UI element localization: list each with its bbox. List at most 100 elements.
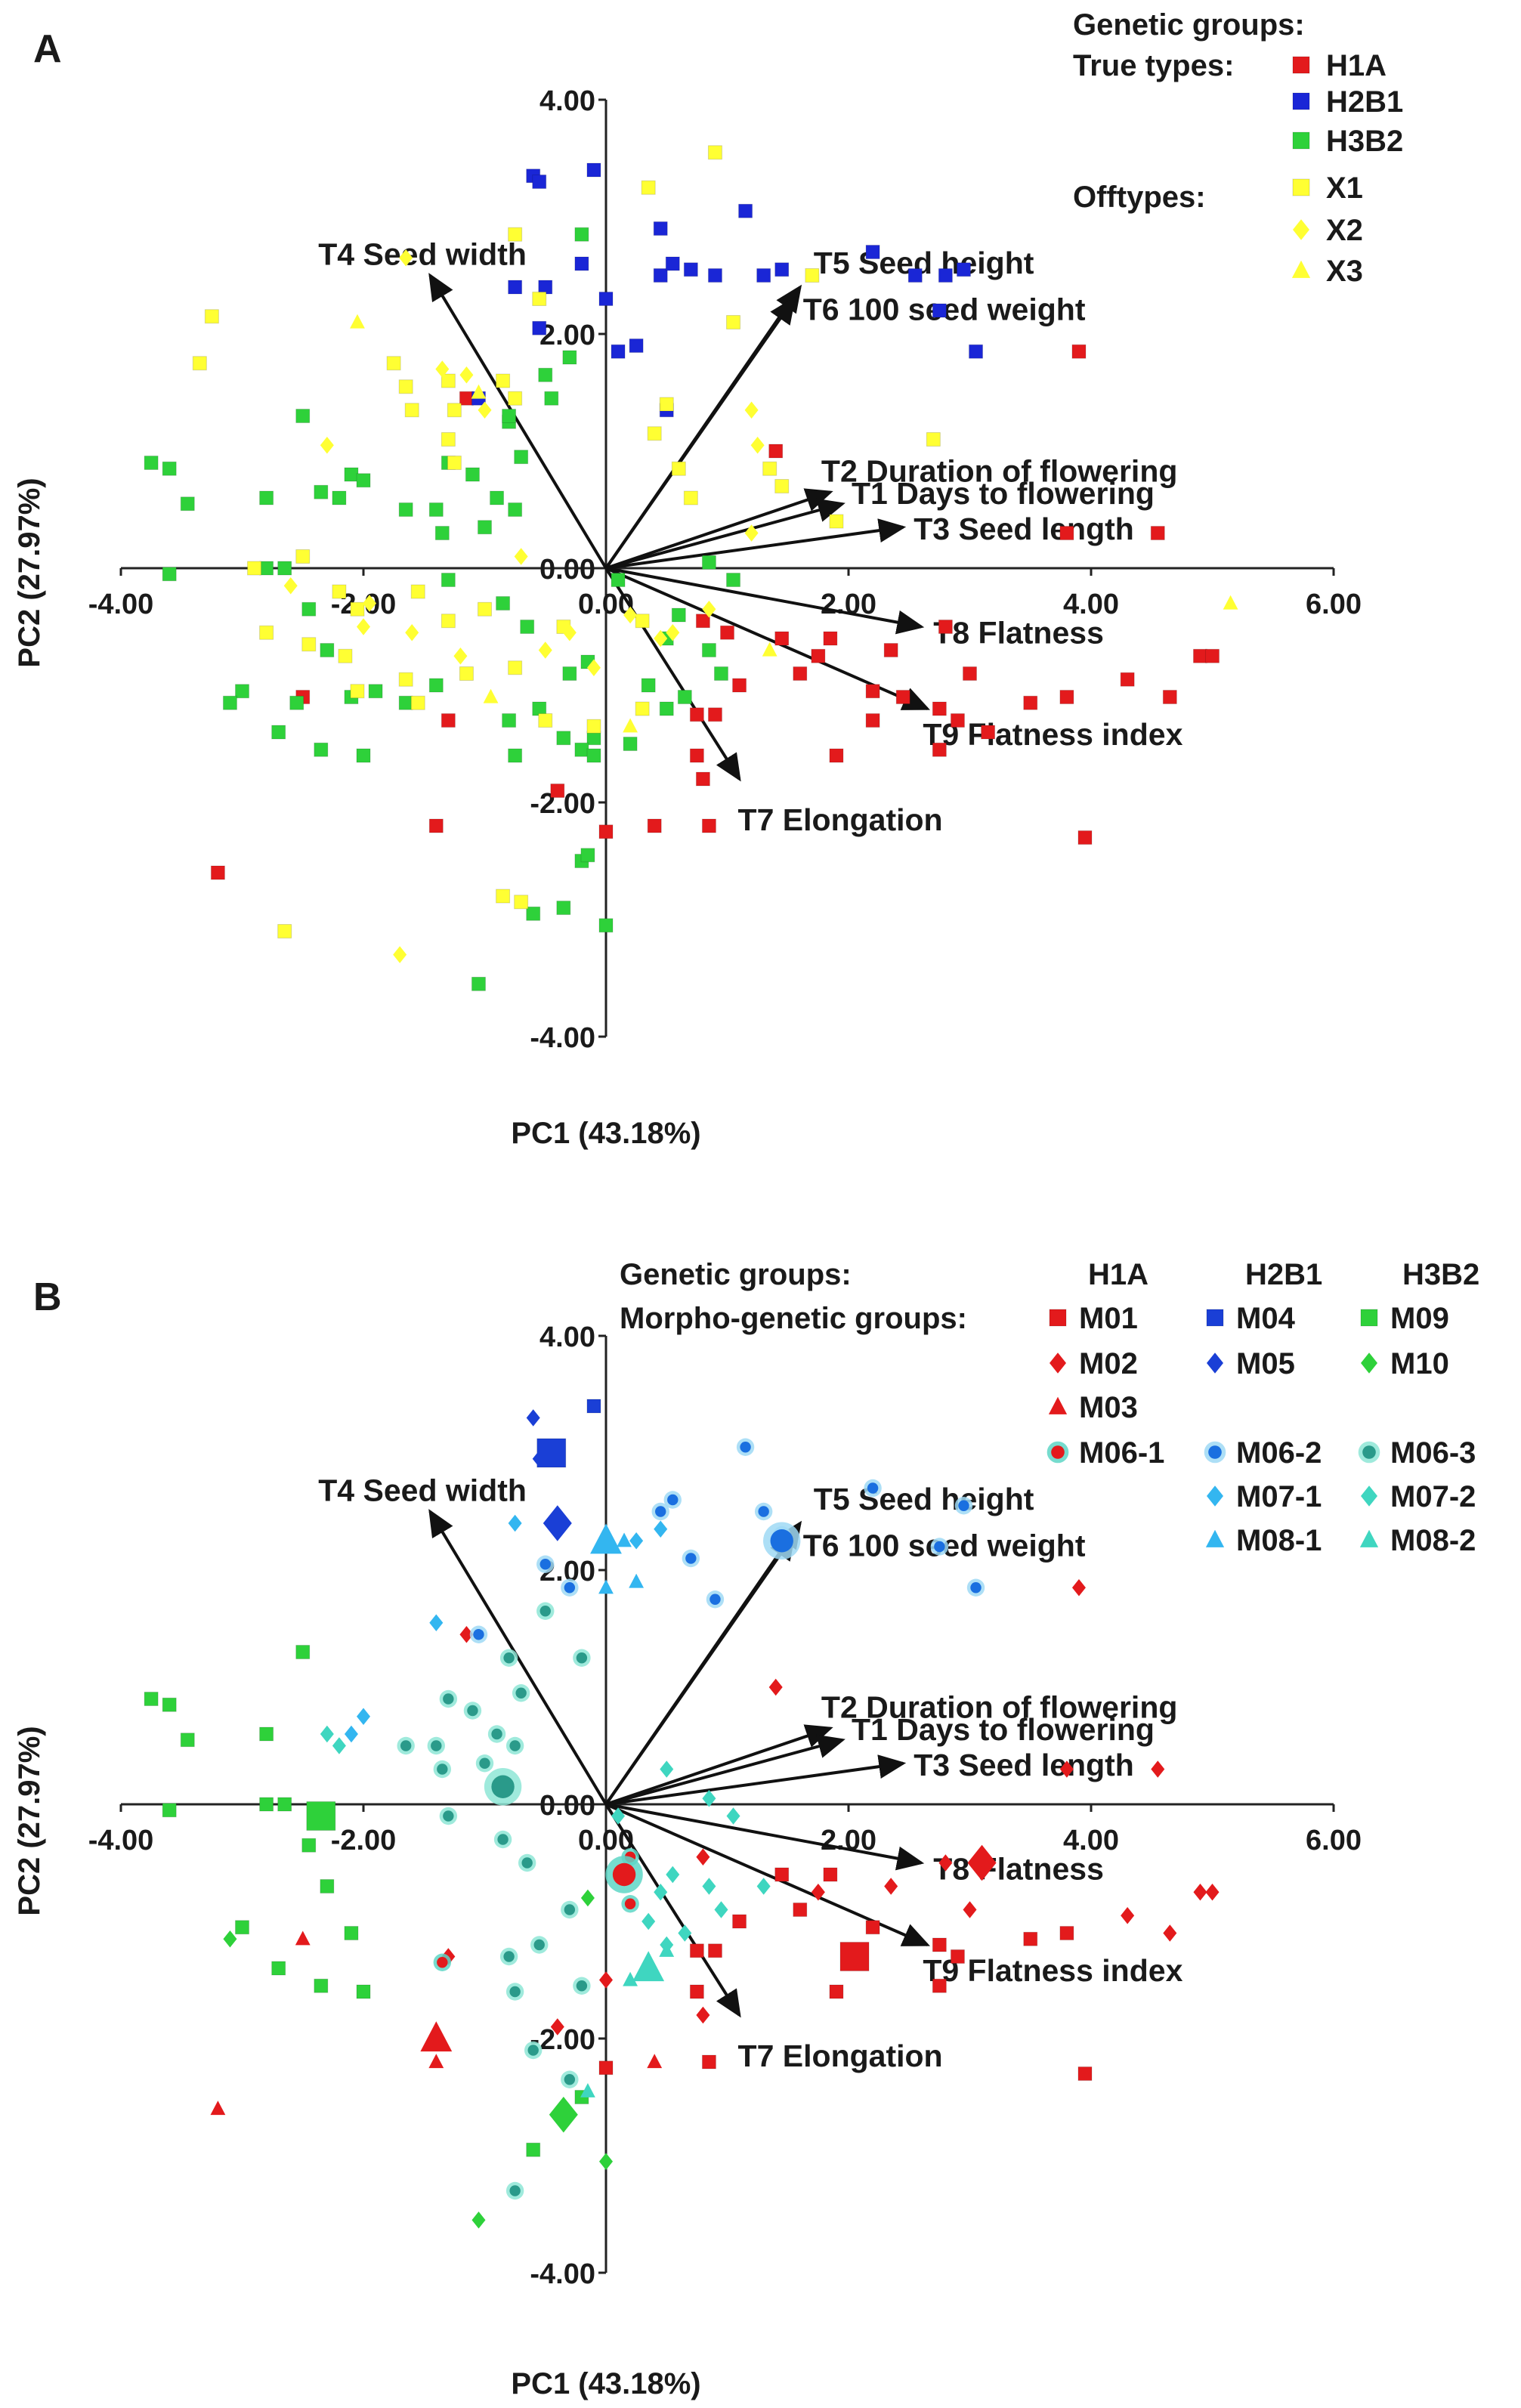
panel-b-vector-t4-seed-width	[428, 1509, 607, 1806]
panel-b-legend-marker-m06-3	[1362, 1445, 1376, 1459]
panel-a-point-h3b2	[520, 620, 535, 634]
panel-a-point-h3b2	[295, 409, 311, 423]
panel-b-legend-marker-m09	[1360, 1309, 1378, 1327]
panel-b-legend-item-m02: M02	[1050, 1347, 1138, 1380]
panel-b-point-m08-2	[623, 1971, 638, 1986]
panel-b-point-m06-3	[509, 2185, 521, 2196]
panel-b-point-m02	[811, 1884, 825, 1901]
panel-a-legend-item-h2b1: H2B1	[1292, 85, 1403, 119]
panel-b-point-m09	[162, 1803, 177, 1818]
panel-b-point-m07-2	[660, 1760, 674, 1778]
panel-b-point-m07-2	[702, 1790, 716, 1807]
panel-a-point-x1	[762, 461, 778, 476]
panel-b-legend-marker-m06-1	[1051, 1445, 1065, 1459]
panel-a-point-h3b2	[271, 725, 286, 740]
panel-a-point-x1	[259, 625, 274, 640]
panel-a-point-x2	[744, 524, 759, 542]
panel-a-point-h1a	[441, 713, 456, 728]
panel-b-point-m05	[526, 1409, 540, 1427]
panel-a-point-x1	[447, 456, 462, 470]
panel-a-point-x3	[350, 314, 365, 329]
panel-b-point-m01	[932, 1978, 947, 1993]
panel-a-point-x1	[538, 713, 553, 728]
panel-a-point-x3	[762, 641, 778, 657]
panel-a-vector-t6-100-seed-weight	[604, 296, 796, 570]
panel-a-legend: Genetic groups: True types: Offtypes: H1…	[1073, 8, 1403, 288]
panel-a-point-h1a	[210, 865, 225, 880]
panel-b-point-m06-2	[564, 1582, 576, 1593]
panel-a-point-h2b1	[574, 256, 589, 271]
panel-a-point-h1a	[811, 648, 826, 663]
panel-b-vector-t2-duration-of-flowering	[605, 1724, 833, 1806]
panel-a-point-h1a	[938, 620, 953, 634]
panel-a-vector-t2-duration-of-flowering	[605, 488, 833, 570]
panel-b-legend-marker-m05	[1207, 1352, 1223, 1374]
panel-a-point-h3b2	[320, 643, 335, 657]
panel-b-point-m03	[210, 2100, 226, 2116]
panel-b-point-m08-1	[617, 1532, 632, 1547]
panel-a-point-h2b1	[707, 268, 722, 283]
panel-a-x-tick-label: 2.00	[821, 589, 876, 620]
panel-a-point-h3b2	[222, 695, 237, 710]
panel-a-point-h1a	[1150, 526, 1165, 540]
panel-b-point-m01	[829, 1984, 844, 1999]
panel-a-point-x2	[453, 648, 468, 665]
panel-b-point-m09	[314, 1978, 329, 1993]
panel-a-point-h1a	[598, 824, 614, 839]
panel-a-point-h3b2	[544, 391, 559, 406]
panel-a-legend-label-h1a: H1A	[1326, 49, 1387, 82]
panel-a-point-x1	[496, 373, 511, 388]
panel-a-point-h1a	[550, 784, 565, 798]
panel-b-point-m06-3	[479, 1757, 490, 1769]
panel-b-point-m02	[1121, 1907, 1135, 1924]
panel-b-point-m07-1	[357, 1708, 370, 1725]
panel-a-point-h3b2	[502, 409, 517, 423]
panel-a-point-x1	[204, 309, 219, 324]
panel-a-point-x1	[647, 426, 662, 441]
panel-b-point-m01	[774, 1867, 790, 1882]
panel-a-point-h3b2	[314, 742, 329, 757]
panel-a-point-h2b1	[611, 344, 626, 359]
panel-b-point-m01	[689, 1984, 704, 1999]
panel-b-centroid-m06-1	[612, 1862, 636, 1887]
panel-a-point-x1	[350, 684, 365, 699]
panel-a-point-h2b1	[938, 268, 953, 283]
panel-b-series-m08-2	[580, 1942, 675, 2097]
panel-a-point-x1	[805, 268, 820, 283]
panel-b-point-m09	[344, 1926, 359, 1940]
panel-b-point-m06-3	[521, 1857, 533, 1869]
panel-b-point-m06-3	[400, 1740, 412, 1751]
panel-b-point-m09	[526, 2142, 541, 2157]
panel-b-point-m02	[938, 1854, 953, 1872]
panel-a-point-x1	[496, 889, 511, 904]
panel-b-legend-label-m05: M05	[1236, 1347, 1295, 1380]
panel-b-legend-marker-m08-1	[1205, 1529, 1225, 1547]
panel-a-point-h3b2	[428, 502, 444, 517]
panel-b-point-m06-3	[443, 1810, 454, 1822]
panel-a-point-x1	[478, 601, 492, 617]
panel-b-point-m01	[732, 1914, 747, 1929]
panel-b-point-m06-2	[934, 1541, 945, 1553]
panel-b-point-m01	[865, 1920, 880, 1935]
panel-b-point-m06-2	[655, 1506, 666, 1517]
panel-b-centroid-m10	[549, 2097, 578, 2133]
panel-a-point-h3b2	[465, 467, 480, 482]
panel-a-point-h1a	[932, 701, 947, 716]
panel-b-series-m03	[210, 1930, 663, 2116]
panel-b-point-m07-2	[756, 1878, 771, 1895]
panel-a-point-h3b2	[538, 367, 553, 382]
panel-a-x-tick-label: 6.00	[1306, 589, 1362, 620]
panel-b-point-m07-2	[332, 1737, 346, 1754]
panel-a-point-x1	[410, 584, 425, 599]
panel-b-legend-title: Genetic groups:	[620, 1258, 852, 1291]
panel-b-point-m09	[259, 1797, 274, 1812]
panel-a-point-x1	[295, 549, 311, 564]
panel-a-point-h3b2	[526, 906, 541, 921]
panel-b-legend-item-m06-1: M06-1	[1046, 1436, 1164, 1470]
panel-a-point-h1a	[689, 748, 704, 763]
panel-b-point-m07-2	[666, 1866, 680, 1884]
panel-a-point-x2	[478, 401, 492, 419]
panel-b-legend-label-m09: M09	[1390, 1302, 1449, 1335]
panel-a-point-h1a	[1192, 648, 1207, 663]
panel-a-point-x2	[654, 629, 668, 648]
